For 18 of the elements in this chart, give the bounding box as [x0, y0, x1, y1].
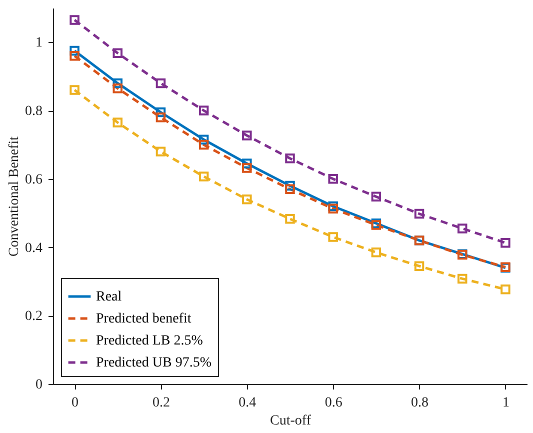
- x-tick-label: 0.8: [411, 396, 429, 410]
- legend-label: Predicted LB 2.5%: [96, 334, 204, 348]
- y-tick-label: 0.8: [25, 104, 42, 120]
- x-tick-label: 0.4: [238, 396, 256, 410]
- x-tick-label: 1: [502, 396, 510, 410]
- y-tick-label: 0.4: [25, 240, 42, 256]
- y-tick-label: 0: [36, 378, 42, 392]
- y-axis-title: Conventional Benefit: [7, 136, 22, 257]
- x-axis-title: Cut-off: [270, 414, 312, 428]
- x-tick-label: 0.2: [152, 396, 170, 410]
- legend-label: Predicted UB 97.5%: [96, 356, 212, 370]
- legend-label: Predicted benefit: [96, 312, 192, 326]
- y-tick-label: 0.2: [25, 309, 42, 324]
- x-tick-label: 0: [72, 396, 79, 410]
- legend-label: Real: [96, 290, 122, 304]
- y-tick-label: 0.6: [25, 172, 42, 188]
- y-tick-label: 1: [36, 36, 42, 51]
- x-tick-label: 0.6: [324, 396, 342, 410]
